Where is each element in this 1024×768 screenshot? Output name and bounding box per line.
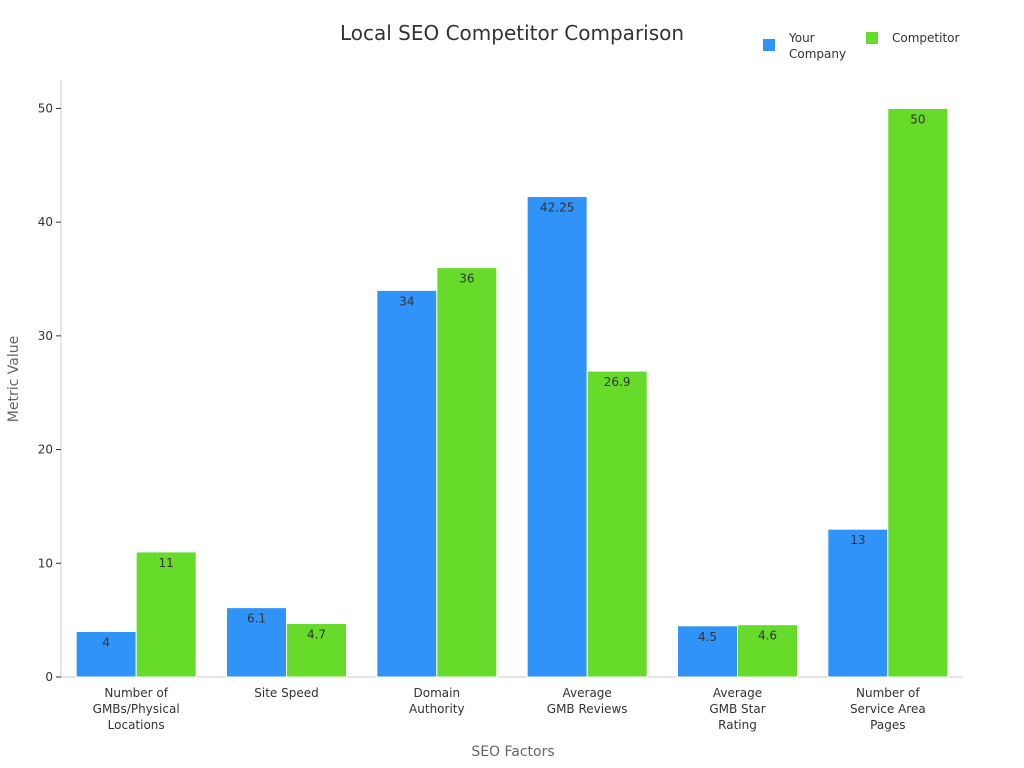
x-tick-label: Average GMB Star Rating (709, 686, 765, 732)
bar-value-label: 11 (159, 556, 174, 570)
y-tick-label: 40 (38, 215, 53, 229)
bar-value-label: 42.25 (540, 201, 574, 215)
bar-value-label: 26.9 (604, 375, 631, 389)
y-tick-label: 50 (38, 101, 53, 115)
y-axis: 0 10 20 30 40 50 (38, 80, 62, 684)
legend-swatch (866, 32, 878, 44)
legend-item: Competitor (866, 31, 959, 45)
bars-group (75, 107, 949, 678)
bar-value-label: 50 (910, 112, 925, 126)
bar-competitor (887, 107, 949, 678)
y-tick-label: 20 (38, 443, 53, 457)
x-axis-title: SEO Factors (471, 744, 554, 760)
bar-value-label: 4.7 (307, 628, 326, 642)
bar-value-label: 13 (850, 533, 865, 547)
y-tick-label: 0 (45, 670, 53, 684)
bar-your-company (827, 528, 889, 678)
legend-swatch (763, 39, 775, 51)
bar-value-label: 4.6 (758, 629, 777, 643)
x-axis: Number of GMBs/Physical Locations Site Spee… (61, 676, 963, 732)
bar-your-company (526, 196, 588, 678)
x-tick-label: Number of Service Area Pages (850, 686, 926, 732)
bar-value-label: 6.1 (247, 612, 266, 626)
x-tick-label: Average GMB Reviews (547, 686, 628, 716)
value-labels-group: 4 6.1 34 42.25 4.5 13 11 4.7 36 26.9 4.6 50 (102, 112, 925, 649)
legend-item: Your Company (763, 31, 846, 61)
bar-value-label: 34 (399, 294, 414, 308)
bar-competitor (286, 623, 347, 678)
y-tick-label: 10 (38, 556, 53, 570)
bar-competitor (135, 551, 197, 678)
bar-your-company (226, 607, 287, 678)
bar-value-label: 36 (459, 272, 474, 286)
chart-title: Local SEO Competitor Comparison (340, 21, 684, 45)
bar-value-label: 4 (102, 636, 110, 650)
bar-your-company (376, 289, 438, 678)
y-axis-title: Metric Value (6, 336, 22, 422)
bar-competitor (586, 370, 648, 678)
legend-label: Competitor (892, 31, 959, 45)
legend-label: Your Company (788, 31, 846, 61)
bar-competitor (436, 267, 498, 678)
bar-value-label: 4.5 (698, 630, 717, 644)
bar-your-company (75, 631, 137, 678)
x-tick-label: Number of GMBs/Physical Locations (93, 686, 180, 732)
bar-competitor (737, 624, 798, 678)
x-tick-label: Site Speed (254, 686, 318, 700)
x-tick-label: Domain Authority (409, 686, 465, 716)
y-tick-label: 30 (38, 329, 53, 343)
legend: Your Company Competitor (763, 31, 959, 61)
